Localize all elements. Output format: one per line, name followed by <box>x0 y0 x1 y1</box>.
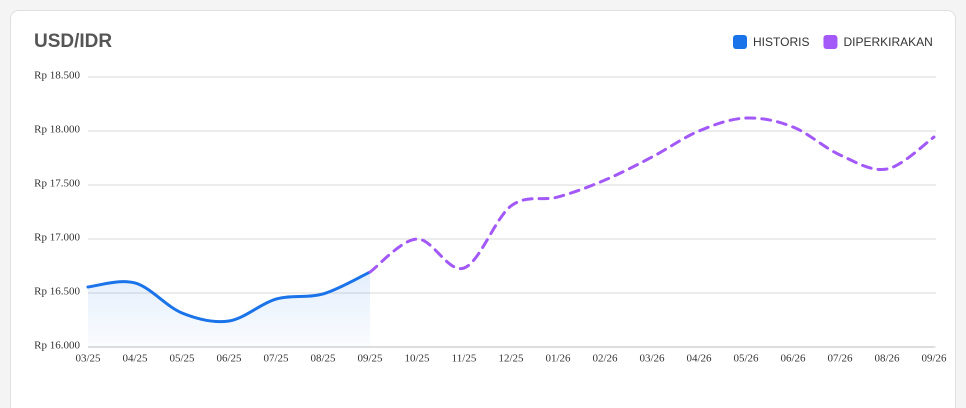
x-tick-label: 05/26 <box>733 353 759 365</box>
x-tick-label: 11/25 <box>452 353 477 365</box>
x-tick-label: 03/25 <box>75 353 101 365</box>
x-tick-label: 06/25 <box>216 353 242 365</box>
x-tick-label: 09/25 <box>357 353 383 365</box>
x-tick-label: 02/26 <box>592 353 618 365</box>
y-tick-label: Rp 17.500 <box>34 178 80 190</box>
legend-label: DIPERKIRAKAN <box>843 35 932 49</box>
line <box>86 270 372 324</box>
x-tick-label: 12/25 <box>498 353 524 365</box>
y-tick-label: Rp 16.500 <box>34 286 80 298</box>
legend: HISTORIS DIPERKIRAKAN <box>733 35 933 49</box>
y-tick-label: Rp 18.500 <box>34 70 80 82</box>
x-tick-label: 04/25 <box>122 353 148 365</box>
line <box>368 116 936 274</box>
x-tick-label: 10/25 <box>404 353 430 365</box>
chart-title: USD/IDR <box>34 31 112 52</box>
x-tick-label: 06/26 <box>780 353 806 365</box>
x-tick-label: 03/26 <box>639 353 665 365</box>
x-tick-label: 08/26 <box>874 353 900 365</box>
card <box>10 10 956 408</box>
y-tick-label: Rp 17.000 <box>34 232 80 244</box>
x-tick-label: 09/26 <box>921 353 947 365</box>
x-tick-label: 07/25 <box>263 353 289 365</box>
x-tick-label: 04/26 <box>686 353 712 365</box>
legend-label: HISTORIS <box>753 35 809 49</box>
y-tick-label: Rp 16.000 <box>34 340 80 352</box>
x-tick-label: 01/26 <box>545 353 571 365</box>
x-tick-label: 07/26 <box>827 353 853 365</box>
legend-swatch <box>733 35 747 49</box>
x-tick-label: 05/25 <box>169 353 195 365</box>
x-tick-label: 08/25 <box>310 353 336 365</box>
area <box>88 272 370 347</box>
legend-swatch <box>823 35 838 49</box>
y-tick-label: Rp 18.000 <box>34 124 80 136</box>
